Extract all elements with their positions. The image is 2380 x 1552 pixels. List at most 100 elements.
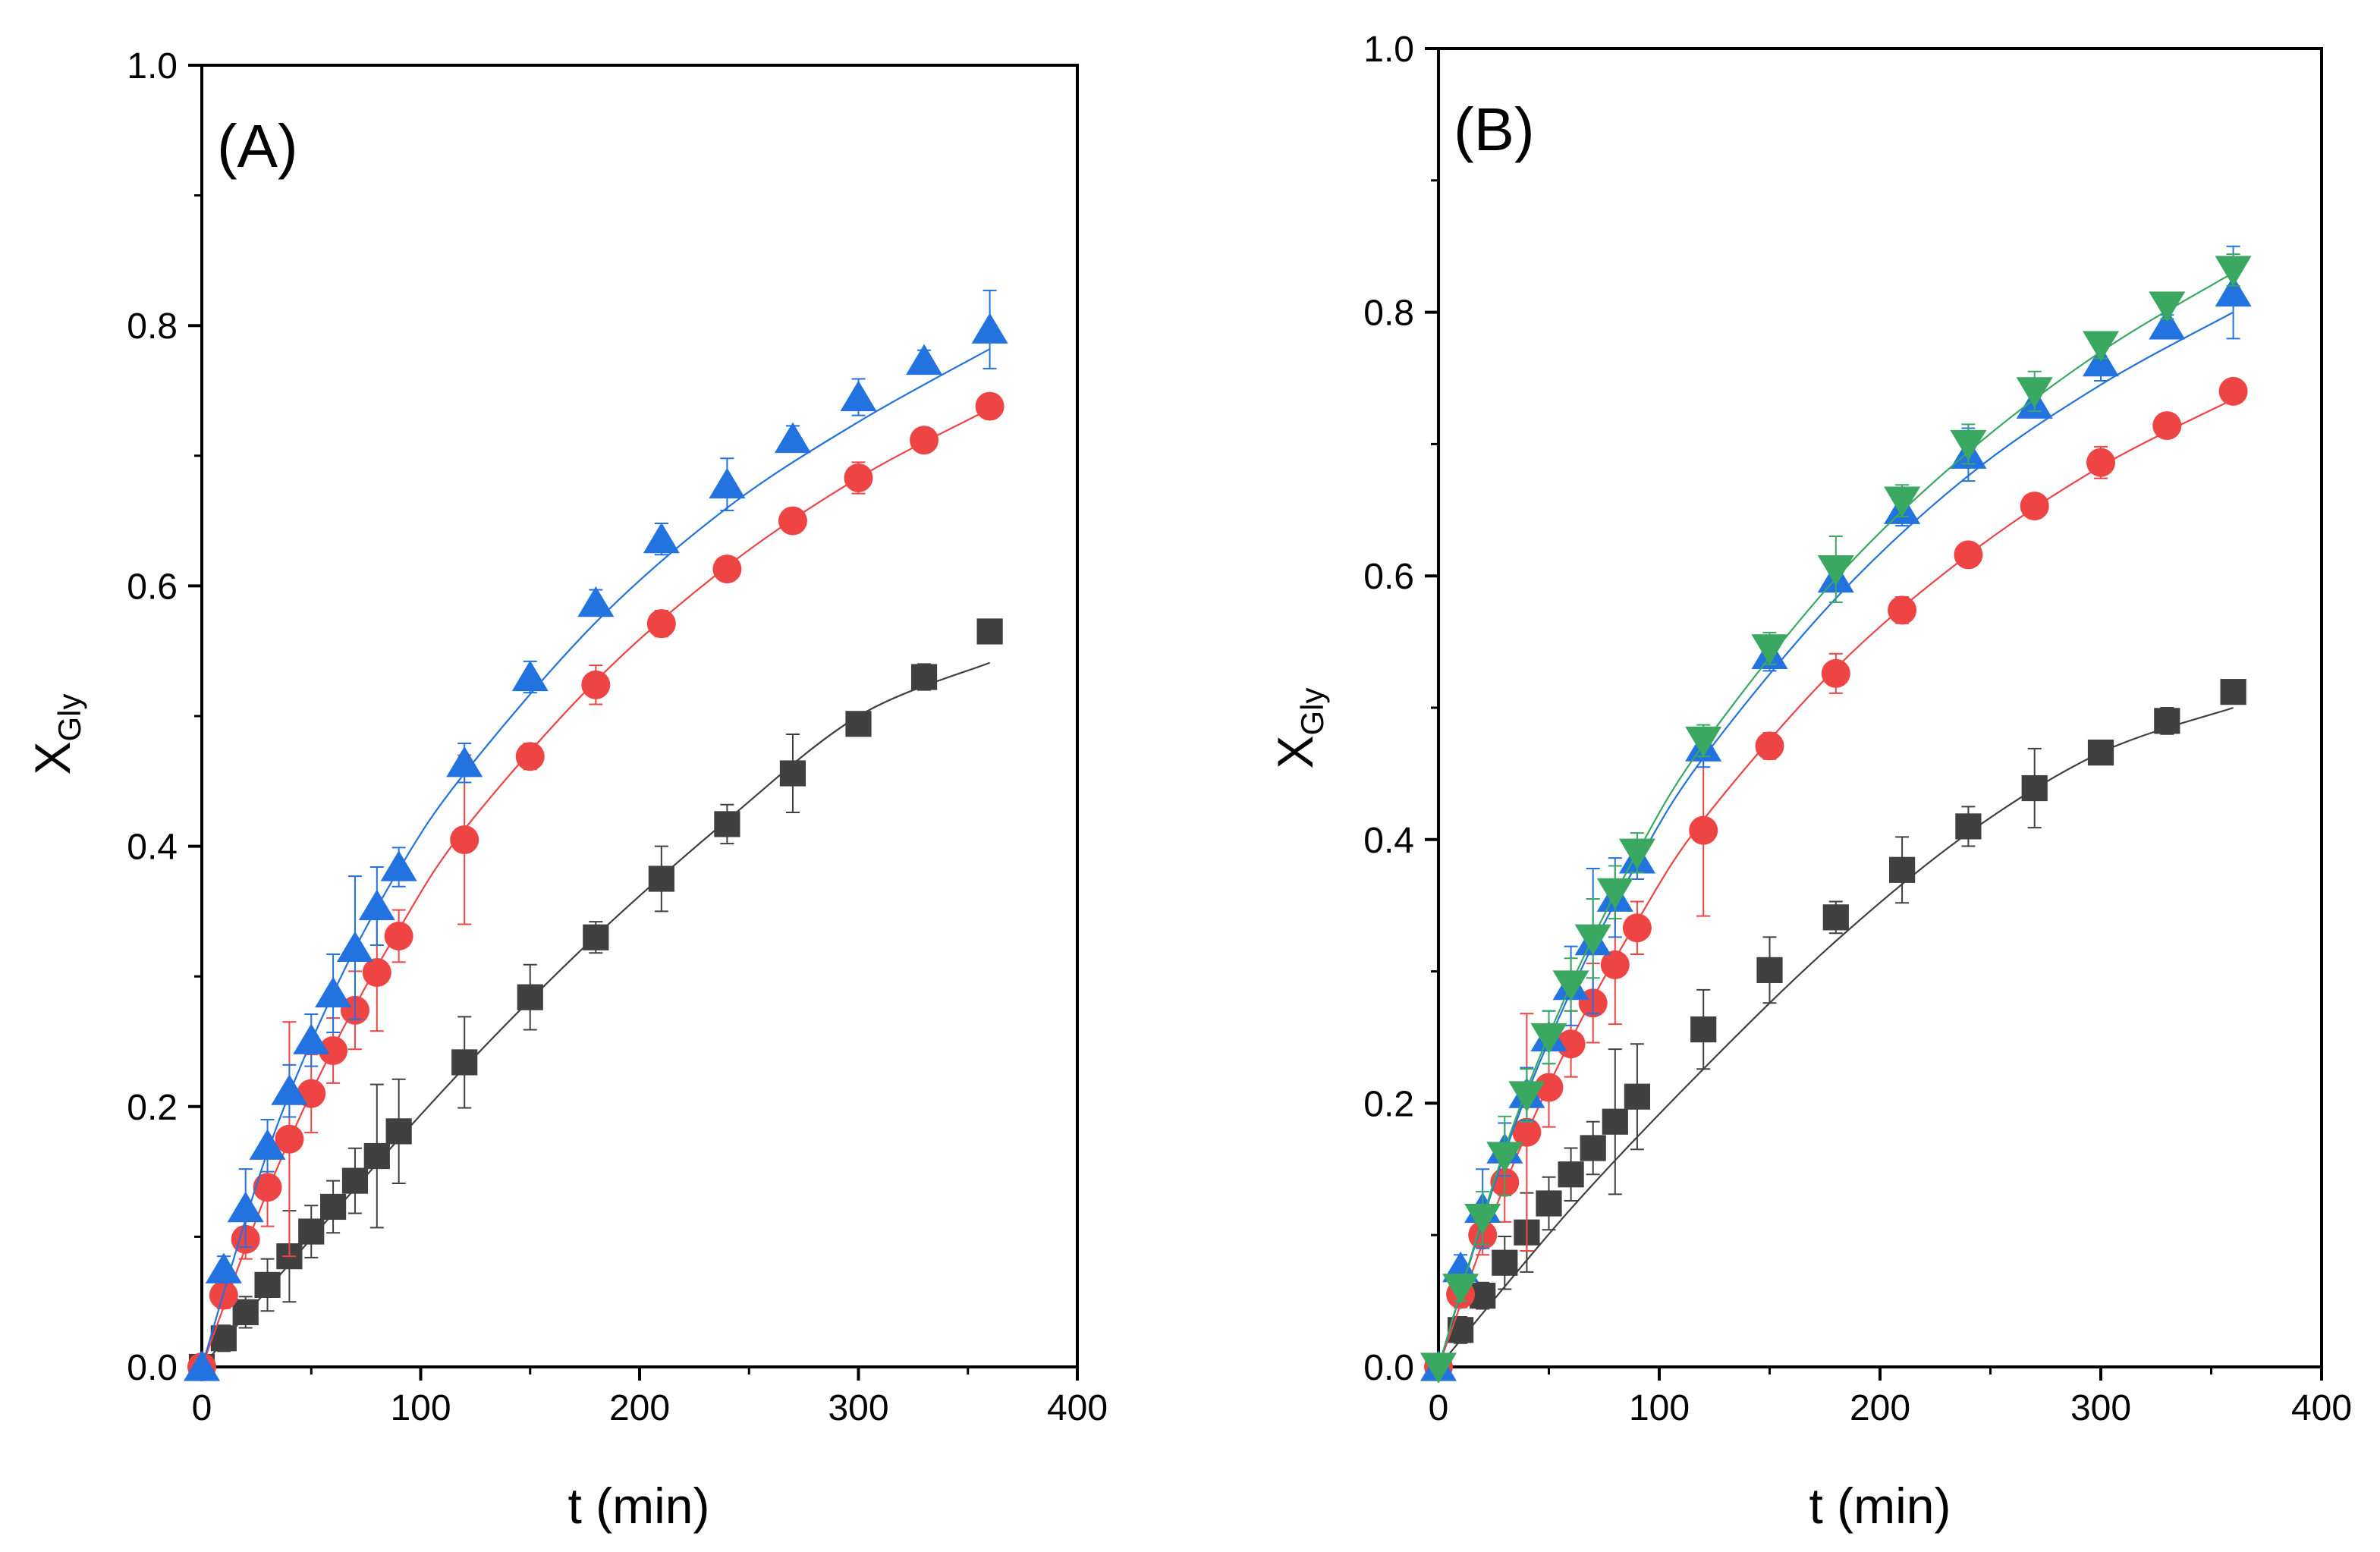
triangle-up-marker bbox=[840, 380, 877, 412]
square-marker bbox=[451, 1049, 478, 1076]
square-marker bbox=[232, 1299, 259, 1326]
circle-marker bbox=[253, 1173, 282, 1202]
panel-label-b: (B) bbox=[1454, 96, 1535, 163]
square-marker bbox=[1756, 957, 1783, 983]
circle-marker bbox=[2152, 411, 2182, 441]
circle-marker bbox=[910, 426, 939, 455]
triangle-up-marker bbox=[205, 1252, 242, 1283]
fit-curve bbox=[200, 408, 991, 1368]
circle-marker bbox=[778, 506, 807, 536]
triangle-up-marker bbox=[906, 344, 943, 375]
x-tick-label: 100 bbox=[1629, 1388, 1690, 1428]
x-axis-title-a: t (min) bbox=[568, 1478, 710, 1534]
triangle-down-marker bbox=[1530, 1023, 1567, 1054]
triangle-down-marker bbox=[1751, 634, 1788, 665]
y-axis-title-sub-b: Gly bbox=[1294, 687, 1330, 735]
triangle-down-marker bbox=[1596, 878, 1633, 910]
circle-marker bbox=[1600, 950, 1630, 979]
panel-b: (B) t (min) XGly 0 100 200 300 400 0.0 0.2 0.4 0… bbox=[1267, 30, 2352, 1534]
square-marker bbox=[1690, 1016, 1717, 1043]
triangle-down-marker bbox=[1420, 1353, 1457, 1384]
triangle-up-marker bbox=[2215, 275, 2252, 307]
square-marker bbox=[320, 1193, 347, 1221]
triangle-up-marker bbox=[183, 1350, 221, 1381]
triangle-up-marker bbox=[358, 889, 395, 921]
circle-marker bbox=[515, 742, 545, 771]
square-marker bbox=[1536, 1190, 1562, 1217]
square-marker bbox=[583, 924, 609, 950]
series-0-a bbox=[188, 618, 1003, 1381]
triangle-down-marker bbox=[2082, 331, 2120, 362]
triangle-down-marker bbox=[1950, 429, 1987, 461]
triangle-down-marker bbox=[1464, 1204, 1501, 1235]
triangle-up-marker bbox=[293, 1023, 330, 1054]
series-1-b bbox=[1424, 376, 2248, 1381]
square-marker bbox=[2154, 708, 2180, 734]
triangle-down-marker bbox=[1817, 555, 1854, 586]
x-axis-title-b: t (min) bbox=[1809, 1478, 1951, 1534]
circle-marker bbox=[362, 958, 391, 988]
triangle-up-marker bbox=[2149, 309, 2186, 340]
triangle-down-marker bbox=[2215, 256, 2252, 287]
triangle-up-marker bbox=[643, 522, 680, 554]
circle-marker bbox=[384, 922, 413, 951]
square-marker bbox=[517, 984, 543, 1010]
fit-curve bbox=[201, 661, 991, 1368]
triangle-up-marker bbox=[971, 313, 1008, 344]
circle-marker bbox=[1512, 1117, 1542, 1147]
triangle-up-marker bbox=[227, 1191, 264, 1223]
y-tick-label: 0.4 bbox=[127, 828, 178, 868]
series-2-a bbox=[183, 289, 1008, 1381]
triangle-up-marker bbox=[249, 1129, 286, 1160]
x-tick-label: 100 bbox=[390, 1388, 451, 1428]
triangle-down-marker bbox=[2016, 377, 2053, 408]
square-marker bbox=[1492, 1249, 1518, 1276]
circle-marker bbox=[712, 555, 742, 584]
circle-marker bbox=[1888, 595, 1917, 625]
y-axis-title-b: XGly bbox=[1267, 687, 1330, 768]
square-marker bbox=[910, 664, 938, 690]
triangle-up-marker bbox=[336, 931, 373, 963]
square-marker bbox=[385, 1118, 412, 1145]
fit-curve bbox=[200, 348, 991, 1368]
x-tick-label: 300 bbox=[828, 1388, 888, 1428]
x-tick-label: 0 bbox=[192, 1388, 212, 1428]
triangle-down-marker bbox=[1508, 1081, 1545, 1112]
series-3-b bbox=[1420, 253, 2252, 1384]
y-tick-label: 0.8 bbox=[127, 306, 178, 347]
circle-marker bbox=[1534, 1073, 1564, 1102]
y-axis-title-sub-a: Gly bbox=[52, 693, 87, 741]
circle-marker bbox=[275, 1124, 304, 1154]
circle-marker bbox=[646, 609, 676, 639]
circle-marker bbox=[1821, 658, 1850, 688]
triangle-up-marker bbox=[709, 467, 746, 499]
y-tick-label: 0.0 bbox=[127, 1348, 178, 1388]
square-marker bbox=[341, 1167, 369, 1194]
y-tick-label: 0.2 bbox=[127, 1088, 178, 1128]
panel-label-a: (A) bbox=[217, 112, 298, 180]
square-marker bbox=[1624, 1083, 1650, 1110]
triangle-up-marker bbox=[511, 660, 549, 692]
square-marker bbox=[1955, 813, 1982, 840]
circle-marker bbox=[1755, 731, 1784, 761]
square-marker bbox=[1822, 904, 1849, 931]
y-axis-title-main-a: X bbox=[24, 741, 80, 774]
triangle-down-marker bbox=[1442, 1274, 1479, 1305]
triangle-down-marker bbox=[1552, 970, 1589, 1001]
square-marker bbox=[254, 1271, 281, 1298]
circle-marker bbox=[581, 670, 611, 699]
square-marker bbox=[1602, 1108, 1628, 1135]
square-marker bbox=[2021, 774, 2048, 802]
square-marker bbox=[845, 711, 872, 737]
square-marker bbox=[1580, 1135, 1606, 1161]
circle-marker bbox=[975, 391, 1005, 421]
x-tick-label: 0 bbox=[1429, 1388, 1449, 1428]
circle-marker bbox=[1689, 815, 1718, 845]
triangle-down-marker bbox=[1574, 924, 1611, 955]
y-tick-label: 0.0 bbox=[1363, 1348, 1414, 1388]
square-marker bbox=[648, 866, 674, 892]
circle-marker bbox=[1622, 913, 1652, 943]
x-tick-label: 300 bbox=[2070, 1388, 2131, 1428]
y-tick-label: 0.8 bbox=[1363, 294, 1414, 334]
